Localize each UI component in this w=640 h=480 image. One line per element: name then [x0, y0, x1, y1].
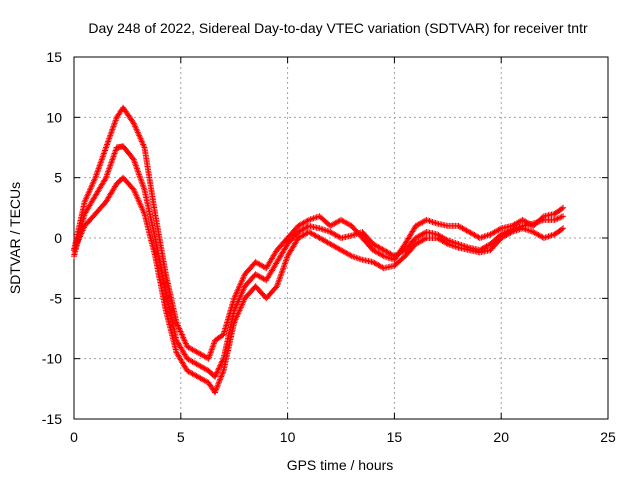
- y-axis-label: SDTVAR / TECUs: [7, 182, 23, 294]
- data-point: [496, 226, 503, 233]
- data-point: [443, 240, 450, 247]
- data-point: [213, 369, 220, 376]
- series-1: [71, 104, 567, 362]
- data-point: [560, 213, 567, 220]
- data-point: [213, 385, 220, 392]
- data-point: [555, 215, 562, 222]
- data-series: [71, 104, 567, 396]
- data-point: [212, 373, 218, 380]
- data-point: [215, 365, 222, 372]
- data-point: [379, 252, 386, 259]
- y-tick-label: 0: [54, 230, 62, 246]
- y-tick-label: 10: [46, 109, 62, 125]
- x-tick-label: 5: [177, 429, 185, 445]
- data-point: [215, 366, 222, 373]
- data-point: [558, 226, 565, 233]
- y-tick-label: 15: [46, 49, 62, 65]
- y-tick-label: 5: [54, 170, 62, 186]
- y-tick-label: -15: [42, 411, 62, 427]
- data-point: [140, 183, 147, 190]
- data-point: [102, 176, 109, 183]
- y-tick-label: -5: [50, 290, 63, 306]
- data-point: [304, 217, 311, 224]
- series-3: [71, 174, 567, 396]
- data-point: [558, 205, 565, 212]
- data-point: [347, 252, 354, 259]
- series-2: [71, 143, 567, 380]
- data-point: [214, 382, 221, 389]
- data-point: [558, 213, 565, 220]
- x-tick-label: 25: [600, 429, 616, 445]
- data-point: [553, 216, 559, 223]
- data-point: [216, 364, 223, 370]
- chart-title: Day 248 of 2022, Sidereal Day-to-day VTE…: [88, 20, 588, 36]
- data-point: [218, 373, 225, 380]
- data-point: [551, 216, 558, 223]
- data-point: [557, 214, 564, 221]
- x-axis-ticks: 0 5 10 15 20 25: [70, 57, 616, 445]
- y-tick-label: -10: [42, 351, 62, 367]
- x-tick-label: 0: [70, 429, 78, 445]
- grid-lines: [74, 57, 608, 419]
- data-point: [219, 370, 226, 377]
- data-point: [213, 371, 220, 377]
- x-tick-label: 20: [493, 429, 509, 445]
- y-axis-ticks: 15 10 5 0 -5 -10 -15: [42, 49, 608, 427]
- x-tick-label: 10: [280, 429, 296, 445]
- data-point: [422, 235, 429, 242]
- data-point: [560, 204, 567, 211]
- data-point: [212, 388, 219, 394]
- data-point: [560, 225, 567, 232]
- data-point: [212, 372, 219, 379]
- x-tick-label: 15: [387, 429, 403, 445]
- x-axis-label: GPS time / hours: [287, 457, 394, 473]
- data-point: [214, 368, 221, 375]
- data-point: [217, 376, 224, 383]
- data-point: [507, 229, 514, 236]
